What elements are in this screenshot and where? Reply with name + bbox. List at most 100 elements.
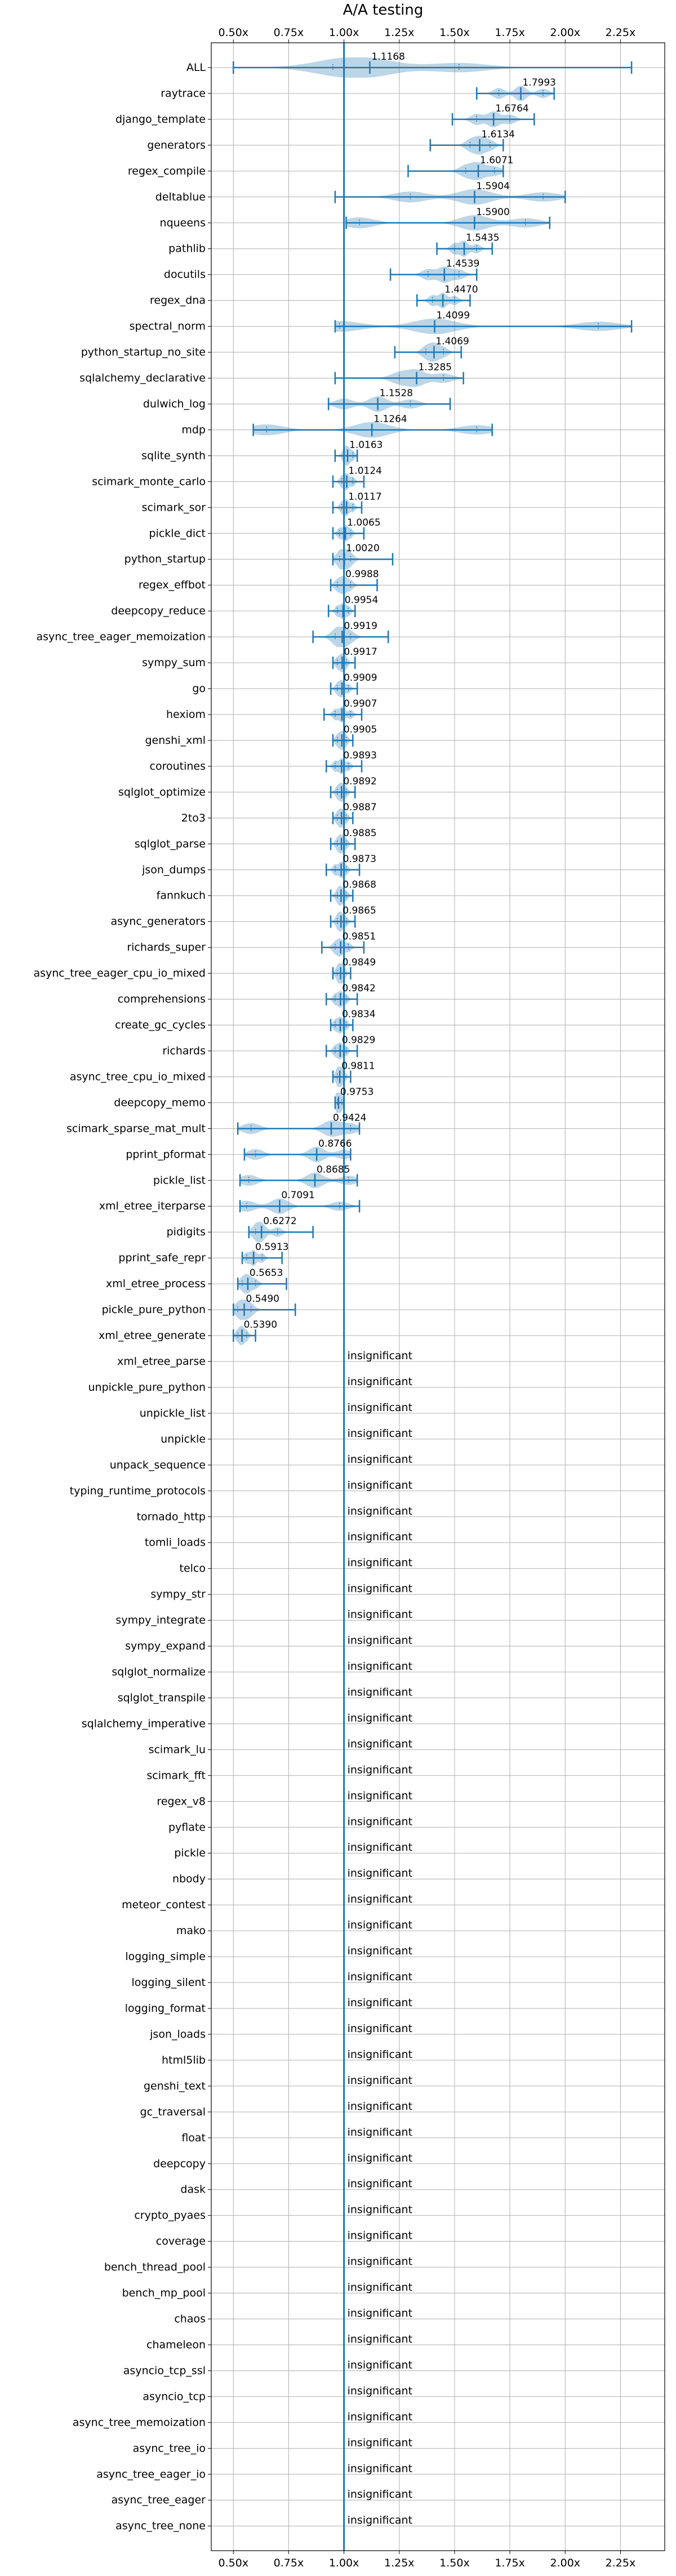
benchmark-label: chameleon bbox=[146, 2338, 206, 2351]
benchmark-label: scimark_sor bbox=[142, 501, 206, 514]
benchmark-label: coroutines bbox=[150, 760, 206, 773]
benchmark-violin bbox=[330, 911, 356, 932]
benchmark-label: sqlglot_optimize bbox=[118, 786, 206, 798]
benchmark-label: fannkuch bbox=[157, 890, 206, 902]
mean-value-label: 1.0065 bbox=[347, 517, 380, 528]
benchmark-violin bbox=[330, 1016, 354, 1034]
benchmark-label: raytrace bbox=[161, 87, 206, 100]
benchmark-violin bbox=[327, 396, 451, 412]
mean-value-label: 0.9988 bbox=[345, 569, 379, 580]
mean-value-label: 0.9893 bbox=[343, 750, 376, 761]
mean-value-label: 1.5900 bbox=[476, 207, 509, 218]
insignificant-label: insignificant bbox=[348, 1997, 412, 2009]
benchmark-label: nbody bbox=[172, 1873, 206, 1885]
benchmark-violin bbox=[332, 525, 365, 542]
mean-value-label: 0.9905 bbox=[344, 724, 377, 735]
insignificant-label: insignificant bbox=[348, 2074, 412, 2087]
benchmark-label: comprehensions bbox=[118, 993, 206, 1006]
benchmark-violin bbox=[330, 575, 378, 595]
benchmark-label: ALL bbox=[186, 61, 206, 74]
benchmark-label: sympy_sum bbox=[142, 657, 206, 669]
insignificant-label: insignificant bbox=[348, 1479, 412, 1492]
benchmark-label: richards_super bbox=[127, 941, 206, 954]
benchmark-violin bbox=[332, 549, 394, 570]
x-tick-label-top: 0.50x bbox=[218, 26, 248, 39]
benchmark-label: async_tree_memoization bbox=[73, 2416, 206, 2428]
benchmark-label: scimark_fft bbox=[146, 1769, 206, 1782]
benchmark-label: sqlglot_normalize bbox=[112, 1666, 206, 1678]
benchmark-label: bench_mp_pool bbox=[122, 2287, 206, 2300]
benchmark-label: regex_effbot bbox=[139, 579, 206, 591]
benchmark-violin bbox=[321, 938, 365, 957]
benchmark-violin bbox=[248, 1222, 314, 1243]
x-tick-label-top: 1.75x bbox=[495, 26, 525, 39]
benchmark-label: bench_thread_pool bbox=[104, 2261, 206, 2274]
insignificant-label: insignificant bbox=[348, 1712, 412, 1724]
benchmark-violin bbox=[334, 189, 566, 205]
mean-value-label: 0.6272 bbox=[263, 1216, 296, 1227]
mean-value-label: 0.9865 bbox=[343, 905, 376, 917]
insignificant-label: insignificant bbox=[348, 1789, 412, 1802]
x-tick-label-top: 2.25x bbox=[606, 26, 636, 39]
benchmark-label: deepcopy_memo bbox=[114, 1096, 206, 1109]
mean-value-label: 0.9909 bbox=[344, 672, 377, 684]
insignificant-label: insignificant bbox=[348, 2333, 412, 2345]
benchmark-label: async_tree_cpu_io_mixed bbox=[70, 1070, 206, 1083]
benchmark-label: mdp bbox=[181, 423, 206, 436]
mean-value-label: 0.9753 bbox=[340, 1086, 373, 1097]
benchmark-violin bbox=[332, 1066, 352, 1087]
benchmark-violin bbox=[325, 758, 363, 775]
benchmark-label: async_tree_eager_cpu_io_mixed bbox=[33, 967, 206, 980]
insignificant-label: insignificant bbox=[348, 1376, 412, 1388]
label-layer: 1.1168 1.7993 1.6764 1.6134 1.6071 1.5904 1.59… bbox=[244, 51, 556, 2526]
benchmark-label: genshi_text bbox=[144, 2080, 206, 2092]
benchmark-violin bbox=[325, 990, 358, 1008]
benchmark-violin bbox=[394, 342, 462, 362]
mean-value-label: 0.9954 bbox=[345, 595, 378, 606]
benchmark-label: xml_etree_process bbox=[106, 1278, 206, 1290]
benchmark-label: dulwich_log bbox=[143, 398, 206, 410]
benchmark-label: pickle_list bbox=[153, 1174, 206, 1186]
insignificant-label: insignificant bbox=[348, 1609, 412, 1621]
insignificant-label: insignificant bbox=[348, 2126, 412, 2139]
benchmark-label: scimark_lu bbox=[149, 1743, 206, 1756]
benchmark-label: async_generators bbox=[111, 916, 206, 928]
x-tick-label-bottom: 1.75x bbox=[495, 2557, 525, 2569]
mean-value-label: 0.9873 bbox=[343, 854, 376, 865]
benchmark-violin bbox=[312, 627, 389, 648]
benchmark-label: xml_etree_parse bbox=[117, 1355, 206, 1368]
benchmark-label: regex_compile bbox=[128, 165, 206, 177]
mean-value-label: 1.0163 bbox=[349, 439, 383, 450]
benchmark-label: pickle bbox=[174, 1847, 206, 1859]
benchmark-label: hexiom bbox=[166, 708, 206, 721]
insignificant-label: insignificant bbox=[348, 1971, 412, 1983]
benchmark-label: sympy_str bbox=[150, 1588, 206, 1601]
benchmark-label: go bbox=[192, 682, 206, 695]
plot-frame bbox=[211, 42, 665, 2551]
mean-value-label: 1.4539 bbox=[446, 258, 479, 270]
benchmark-violin bbox=[237, 1274, 287, 1294]
benchmark-label: sqlalchemy_declarative bbox=[79, 372, 206, 385]
insignificant-label: insignificant bbox=[348, 1893, 412, 1905]
benchmark-violin bbox=[407, 162, 504, 181]
x-tick-label-bottom: 0.75x bbox=[274, 2557, 304, 2569]
mean-value-label: 0.9917 bbox=[344, 646, 377, 658]
benchmark-label: sqlglot_parse bbox=[135, 838, 206, 850]
mean-value-label: 1.7993 bbox=[522, 77, 555, 88]
benchmark-label: unpickle bbox=[161, 1433, 206, 1445]
benchmark-violin bbox=[416, 292, 471, 309]
benchmark-violin bbox=[334, 318, 633, 334]
x-tick-label-bottom: 1.25x bbox=[384, 2557, 415, 2569]
mean-value-label: 0.8685 bbox=[317, 1164, 350, 1175]
benchmark-violin bbox=[323, 706, 363, 723]
benchmark-label: crypto_pyaes bbox=[134, 2209, 206, 2222]
benchmark-label: pyflate bbox=[168, 1821, 206, 1833]
x-tick-label-top: 1.50x bbox=[439, 26, 470, 39]
mean-value-label: 1.1264 bbox=[373, 413, 407, 425]
benchmark-violin bbox=[345, 215, 551, 231]
benchmark-label: meteor_contest bbox=[122, 1899, 206, 1911]
mean-value-label: 0.9851 bbox=[343, 931, 376, 943]
insignificant-label: insignificant bbox=[348, 2359, 412, 2371]
benchmark-violin bbox=[243, 1146, 352, 1163]
